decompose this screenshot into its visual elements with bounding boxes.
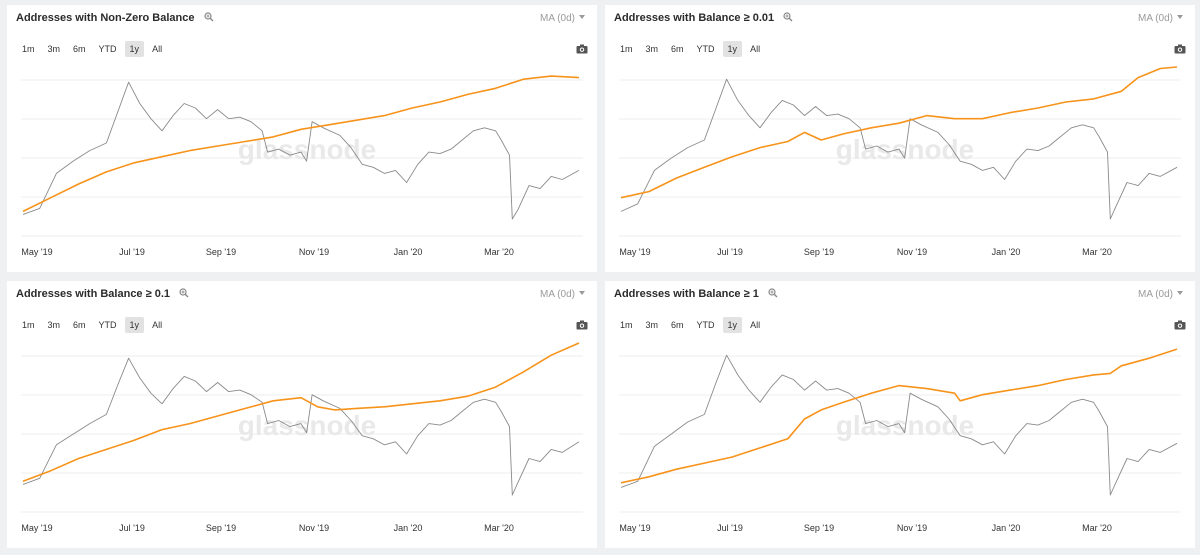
x-tick-label: Jul '19 <box>717 247 743 257</box>
range-button-6m[interactable]: 6m <box>671 320 684 330</box>
range-button-ytd[interactable]: YTD <box>98 320 117 330</box>
range-button-ytd[interactable]: YTD <box>696 320 715 330</box>
range-button-1m[interactable]: 1m <box>620 320 633 330</box>
x-tick-label: May '19 <box>21 247 52 257</box>
chart-panel: Addresses with Balance ≥ 0.1 MA (0d) 1m … <box>7 281 597 548</box>
metric-series-line <box>620 66 1178 199</box>
x-tick-label: Mar '20 <box>484 247 514 257</box>
x-tick-label: Nov '19 <box>897 523 927 533</box>
zoom-icon[interactable] <box>768 288 778 298</box>
range-button-3m[interactable]: 3m <box>47 44 61 54</box>
x-tick-label: Sep '19 <box>206 247 236 257</box>
ma-label: MA (0d) <box>539 13 575 24</box>
watermark: glassnode <box>836 410 974 441</box>
watermark: glassnode <box>238 410 376 441</box>
range-button-1m[interactable]: 1m <box>22 44 35 54</box>
chevron-down-icon <box>579 291 585 295</box>
ma-label: MA (0d) <box>539 289 575 300</box>
zoom-icon[interactable] <box>783 12 793 22</box>
chart-title-text: Addresses with Balance ≥ 0.1 <box>16 288 170 300</box>
ma-select[interactable]: MA (0d) <box>540 13 585 24</box>
range-button-all[interactable]: All <box>152 44 163 54</box>
ma-select[interactable]: MA (0d) <box>540 289 585 300</box>
range-button-1m[interactable]: 1m <box>620 44 633 54</box>
price-series-line <box>22 357 580 496</box>
x-tick-label: Mar '20 <box>1082 247 1112 257</box>
chart-plot: glassnode May '19 Jul '19 Sep '19 Nov '19 Jan… <box>21 342 583 533</box>
x-tick-label: Mar '20 <box>1082 523 1112 533</box>
chart-plot: glassnode May '19 Jul '19 Sep '19 Nov '19 Jan… <box>619 348 1181 533</box>
range-button-3m[interactable]: 3m <box>645 320 659 330</box>
range-button-ytd[interactable]: YTD <box>98 44 117 54</box>
zoom-icon[interactable] <box>203 12 214 22</box>
x-tick-label: Nov '19 <box>299 247 329 257</box>
camera-icon[interactable] <box>576 44 588 54</box>
x-tick-label: Jul '19 <box>119 523 145 533</box>
range-button-6m[interactable]: 6m <box>73 44 86 54</box>
chart-title: Addresses with Balance ≥ 0.1 <box>16 288 189 300</box>
range-selector: 1m 3m 6m YTD 1y All <box>17 317 167 333</box>
chart-title: Addresses with Balance ≥ 0.01 <box>614 12 793 24</box>
x-tick-label: Sep '19 <box>804 247 834 257</box>
ma-select[interactable]: MA (0d) <box>1138 13 1183 24</box>
range-button-all[interactable]: All <box>152 320 163 330</box>
range-button-1y[interactable]: 1y <box>722 41 743 57</box>
x-tick-label: Mar '20 <box>484 523 514 533</box>
range-button-1y[interactable]: 1y <box>124 317 145 333</box>
range-button-1m[interactable]: 1m <box>22 320 35 330</box>
chart-plot: glassnode May '19 Jul '19 Sep '19 Nov '19 Jan… <box>619 66 1181 257</box>
chart-title: Addresses with Non-Zero Balance <box>16 12 214 24</box>
chevron-down-icon <box>579 15 585 19</box>
camera-icon[interactable] <box>1174 44 1186 54</box>
range-selector: 1m 3m 6m YTD 1y All <box>615 41 765 57</box>
price-series-line <box>22 81 580 220</box>
x-tick-label: Jan '20 <box>394 523 423 533</box>
chart-panel: Addresses with Balance ≥ 1 MA (0d) 1m 3m… <box>605 281 1195 548</box>
x-tick-label: May '19 <box>21 523 52 533</box>
metric-series-line <box>22 342 580 483</box>
chart-title: Addresses with Balance ≥ 1 <box>614 288 778 300</box>
x-tick-label: May '19 <box>619 523 650 533</box>
x-tick-label: Jul '19 <box>717 523 743 533</box>
x-tick-label: Jan '20 <box>394 247 423 257</box>
watermark: glassnode <box>836 134 974 165</box>
range-selector: 1m 3m 6m YTD 1y All <box>615 317 765 333</box>
range-button-6m[interactable]: 6m <box>73 320 86 330</box>
ma-select[interactable]: MA (0d) <box>1138 289 1183 300</box>
price-series-line <box>620 354 1178 496</box>
chart-title-text: Addresses with Balance ≥ 1 <box>614 288 759 300</box>
chart-title-text: Addresses with Balance ≥ 0.01 <box>614 12 775 24</box>
range-button-all[interactable]: All <box>750 320 761 330</box>
zoom-icon[interactable] <box>179 288 189 298</box>
x-tick-label: Nov '19 <box>299 523 329 533</box>
metric-series-line <box>620 348 1178 484</box>
range-button-ytd[interactable]: YTD <box>696 44 715 54</box>
x-tick-label: Nov '19 <box>897 247 927 257</box>
chevron-down-icon <box>1177 15 1183 19</box>
range-selector: 1m 3m 6m YTD 1y All <box>17 41 167 57</box>
ma-label: MA (0d) <box>1137 13 1173 24</box>
chart-title-text: Addresses with Non-Zero Balance <box>16 12 195 24</box>
range-button-3m[interactable]: 3m <box>47 320 61 330</box>
ma-label: MA (0d) <box>1137 289 1173 300</box>
x-tick-label: Sep '19 <box>804 523 834 533</box>
range-button-all[interactable]: All <box>750 44 761 54</box>
camera-icon[interactable] <box>576 320 588 330</box>
price-series-line <box>620 78 1178 220</box>
camera-icon[interactable] <box>1174 320 1186 330</box>
x-tick-label: May '19 <box>619 247 650 257</box>
x-tick-label: Jan '20 <box>992 247 1021 257</box>
x-tick-label: Jan '20 <box>992 523 1021 533</box>
x-tick-label: Jul '19 <box>119 247 145 257</box>
chevron-down-icon <box>1177 291 1183 295</box>
range-button-1y[interactable]: 1y <box>722 317 743 333</box>
x-tick-label: Sep '19 <box>206 523 236 533</box>
range-button-6m[interactable]: 6m <box>671 44 684 54</box>
metric-series-line <box>22 75 580 213</box>
range-button-3m[interactable]: 3m <box>645 44 659 54</box>
chart-panel: Addresses with Non-Zero Balance MA (0d) … <box>7 5 597 272</box>
range-button-1y[interactable]: 1y <box>124 41 145 57</box>
chart-panel: Addresses with Balance ≥ 0.01 MA (0d) 1m… <box>605 5 1195 272</box>
